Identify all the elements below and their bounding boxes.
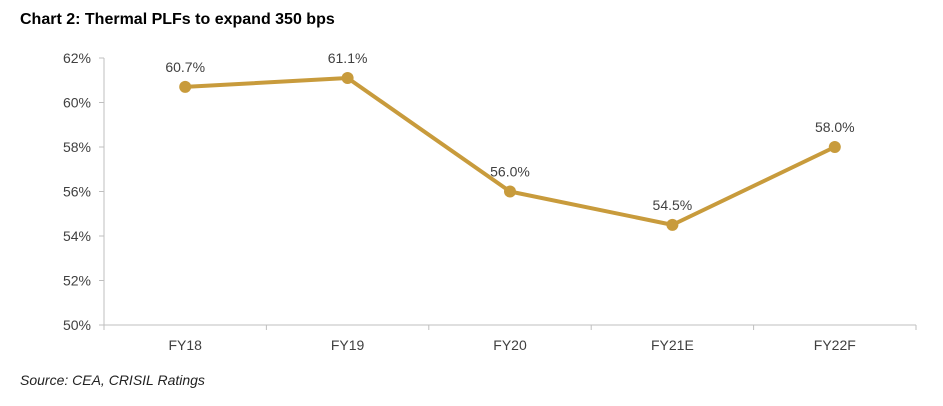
x-tick-label: FY19 [331,337,365,353]
data-label: 56.0% [490,164,530,180]
y-tick-label: 60% [63,95,91,111]
x-tick-label: FY18 [168,337,202,353]
y-tick-label: 50% [63,317,91,333]
x-tick-label: FY20 [493,337,527,353]
data-label: 58.0% [815,119,855,135]
data-point [828,141,841,153]
x-axis: FY18 FY19 FY20 FY21E FY22F [103,324,917,353]
x-tick-label: FY21E [651,337,694,353]
y-tick-label: 52% [63,273,91,289]
y-tick-label: 54% [63,228,91,244]
y-tick-label: 58% [63,139,91,155]
data-point [179,80,192,93]
data-label: 61.1% [328,50,368,66]
data-point [504,185,516,198]
chart-title: Chart 2: Thermal PLFs to expand 350 bps [20,11,335,28]
y-tick-label: 62% [63,50,91,66]
x-tick-label: FY22F [814,337,856,353]
y-tick-label: 56% [63,184,91,200]
series-line [183,76,837,227]
series-thermal-plf [179,72,841,231]
data-label: 54.5% [653,197,693,213]
y-axis: 50% 52% 54% 56% 58% 60% 62% [63,50,105,333]
data-label: 60.7% [165,59,205,75]
data-point [341,72,354,85]
data-labels: 60.7% 61.1% 56.0% 54.5% 58.0% [165,50,854,213]
source-note: Source: CEA, CRISIL Ratings [20,372,205,388]
data-point [666,218,679,231]
